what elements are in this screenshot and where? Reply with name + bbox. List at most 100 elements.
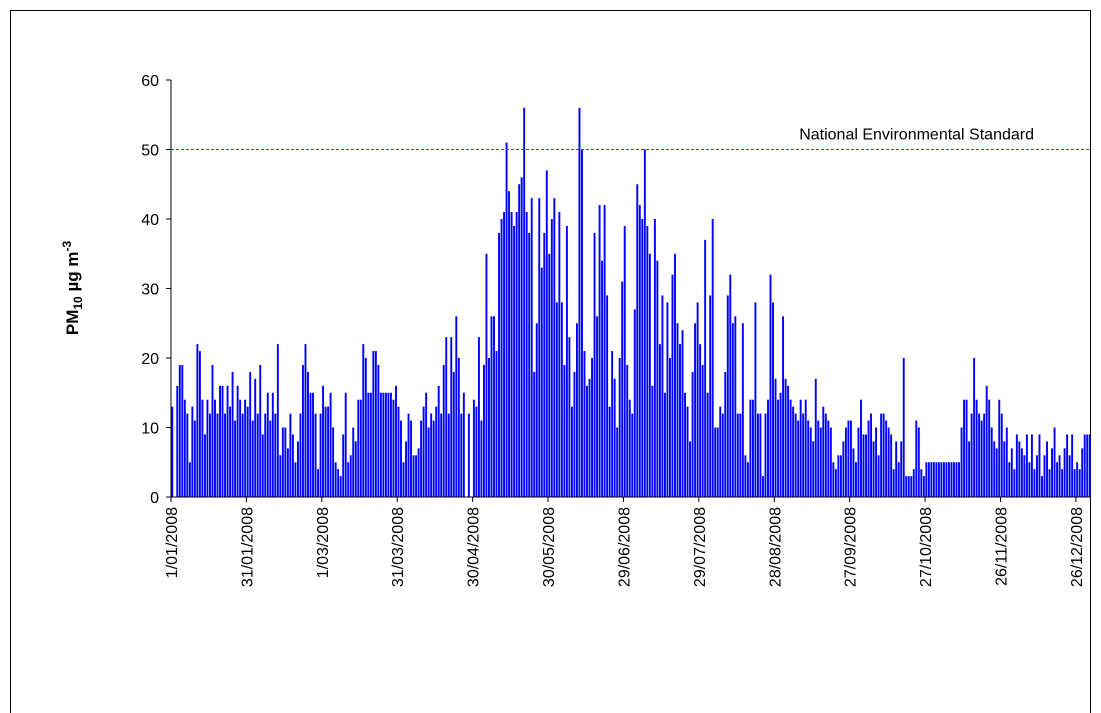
bar [392, 399, 395, 497]
bar [435, 406, 438, 497]
bar [963, 399, 966, 497]
y-tick-label: 30 [141, 282, 159, 299]
bar [960, 427, 963, 497]
bar [616, 427, 619, 497]
bar [545, 170, 548, 497]
bar [917, 427, 920, 497]
bar [1083, 434, 1086, 497]
x-tick-label: 26/12/2008 [1069, 507, 1086, 587]
bar [922, 476, 925, 497]
bar [671, 274, 674, 497]
y-axis-label: PM10 µg m-3 [60, 241, 85, 336]
bar [415, 455, 418, 497]
bar [950, 462, 953, 497]
bar [653, 219, 656, 497]
bar [756, 413, 759, 497]
bar [377, 364, 380, 497]
bar [291, 434, 294, 497]
bar [623, 225, 626, 497]
bar [603, 205, 606, 497]
bar [477, 337, 480, 497]
bar [935, 462, 938, 497]
bar [764, 413, 767, 497]
bar [824, 413, 827, 497]
bar [241, 413, 244, 497]
bar [246, 406, 249, 497]
bar [347, 462, 350, 497]
bar [324, 406, 327, 497]
bar [550, 219, 553, 497]
bar [518, 184, 521, 497]
bar [442, 364, 445, 497]
bar [965, 399, 968, 497]
bar [500, 219, 503, 497]
bar [372, 351, 375, 497]
bar [535, 323, 538, 497]
bar [804, 399, 807, 497]
bar [661, 295, 664, 497]
bar [176, 385, 179, 497]
bar [1053, 427, 1056, 497]
bar [948, 462, 950, 497]
bar [229, 406, 232, 497]
bar [578, 107, 581, 498]
bar [452, 371, 455, 497]
bar [978, 413, 981, 497]
bar [425, 392, 428, 497]
bar [342, 434, 345, 497]
bar [251, 420, 254, 497]
bar [334, 462, 337, 497]
bar [244, 399, 247, 497]
x-tick-label: 29/07/2008 [692, 507, 709, 587]
bar [271, 392, 274, 497]
bar [178, 364, 181, 497]
bar [314, 413, 317, 497]
bar [543, 232, 546, 497]
bar [606, 295, 609, 497]
bar [344, 392, 347, 497]
bar [196, 344, 199, 497]
bar [726, 295, 729, 497]
bar [588, 378, 591, 497]
bar [387, 392, 390, 497]
bar [327, 406, 330, 497]
bar [784, 378, 787, 497]
bar [779, 392, 782, 497]
bar [475, 406, 478, 497]
bar [787, 385, 790, 497]
bar [460, 413, 463, 497]
bar [829, 427, 832, 497]
bar [681, 330, 684, 497]
bar [890, 434, 893, 497]
bar [658, 344, 661, 497]
bar [631, 413, 634, 497]
bar [304, 344, 307, 497]
bar [897, 462, 900, 497]
bar [646, 225, 649, 497]
bar [455, 316, 458, 497]
bar [520, 177, 523, 498]
bar [488, 358, 490, 497]
bar [269, 420, 272, 497]
bar [322, 385, 325, 497]
bar [847, 420, 850, 497]
bar [485, 253, 488, 497]
bar [286, 448, 289, 497]
bar [704, 239, 707, 497]
bar [875, 427, 878, 497]
bar [716, 427, 719, 497]
x-tick-label: 30/05/2008 [541, 507, 558, 587]
bar [988, 399, 991, 497]
bar [990, 427, 993, 497]
bar [636, 184, 639, 497]
bar [882, 413, 885, 497]
bar [249, 371, 252, 497]
bar [457, 358, 460, 497]
bar [427, 427, 430, 497]
x-tick-label: 31/03/2008 [390, 507, 407, 587]
bar [857, 427, 860, 497]
bar [638, 205, 641, 497]
y-tick-label: 0 [150, 490, 159, 507]
bar [696, 302, 699, 497]
bar [885, 420, 888, 497]
